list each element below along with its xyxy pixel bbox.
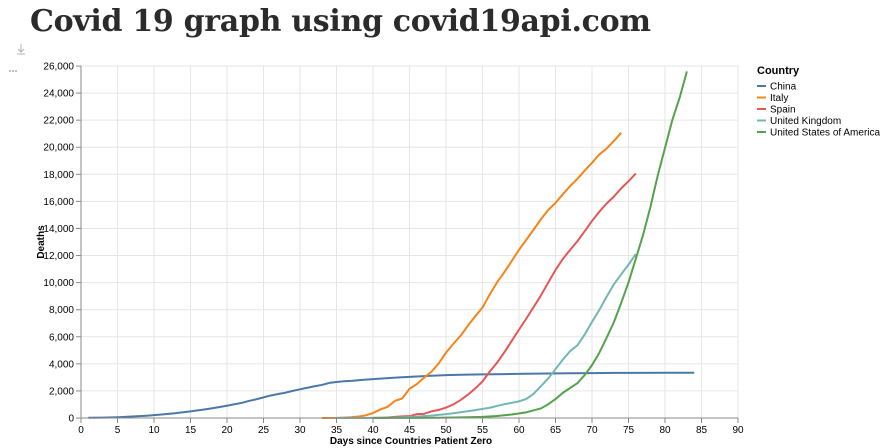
cell-gutter [4,42,25,82]
y-tick-label: 6,000 [49,332,74,343]
y-tick-label: 20,000 [43,143,74,154]
legend-label-china: China [770,82,797,93]
x-tick-label: 25 [258,425,270,436]
collapse-arrow-icon[interactable] [16,42,26,55]
y-tick-label: 12,000 [43,251,74,262]
y-tick-label: 14,000 [43,224,74,235]
x-tick-label: 40 [367,425,379,436]
chart-series-lines [88,71,695,419]
x-tick-label: 90 [732,425,744,436]
series-line-italy [321,132,622,419]
x-tick-label: 35 [331,425,343,436]
x-tick-label: 85 [696,425,708,436]
y-tick-label: 22,000 [43,116,74,127]
x-tick-label: 10 [148,425,160,436]
x-tick-label: 70 [586,425,598,436]
series-line-united-kingdom [336,253,637,419]
y-tick-label: 8,000 [49,305,74,316]
x-tick-label: 15 [185,425,197,436]
legend-label-italy: Italy [770,93,788,104]
y-tick-label: 24,000 [43,89,74,100]
page-title: Covid 19 graph using covid19api.com [30,4,651,39]
legend-label-united-kingdom: United Kingdom [770,116,841,127]
x-tick-label: 60 [513,425,525,436]
series-line-china [88,371,695,419]
y-tick-label: 16,000 [43,197,74,208]
legend-label-united-states-of-america: United States of America [770,128,880,139]
y-tick-label: 4,000 [49,359,74,370]
y-tick-label: 10,000 [43,278,74,289]
x-tick-label: 0 [78,425,84,436]
x-tick-label: 5 [115,425,121,436]
legend-title: Country [757,65,800,77]
x-tick-label: 45 [404,425,416,436]
chart-grid [80,65,739,419]
x-tick-label: 75 [623,425,635,436]
y-tick-label: 0 [68,414,74,425]
y-axis-title: Deaths [36,225,47,259]
y-tick-label: 18,000 [43,170,74,181]
x-tick-label: 55 [477,425,489,436]
more-options-icon[interactable] [8,64,18,76]
x-axis-title: Days since Countries Patient Zero [330,436,492,447]
x-tick-label: 20 [221,425,233,436]
chart-axes: 0 5 10 15 20 25 30 35 40 45 50 55 60 65 70 75 80 85 90 0 2,0… [43,62,744,437]
x-tick-label: 80 [659,425,671,436]
x-tick-label: 30 [294,425,306,436]
y-tick-label: 2,000 [49,386,74,397]
y-tick-label: 26,000 [43,62,74,73]
legend-label-spain: Spain [770,105,796,116]
x-tick-label: 65 [550,425,562,436]
x-tick-label: 50 [440,425,452,436]
series-line-spain [372,172,637,419]
series-line-united-states-of-america [372,71,688,419]
